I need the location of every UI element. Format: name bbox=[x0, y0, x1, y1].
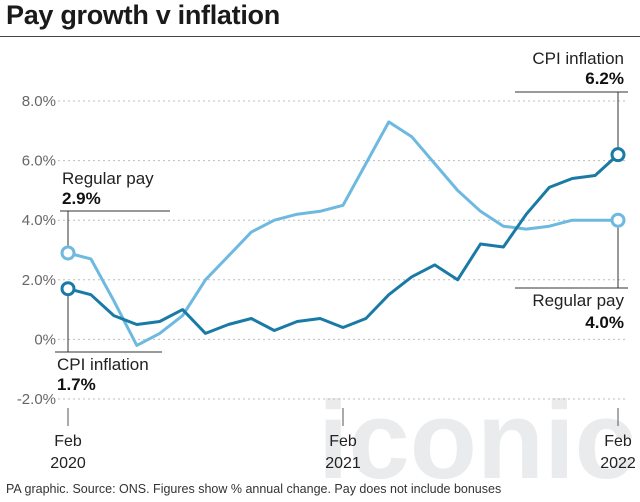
x-tick-label: 2021 bbox=[325, 455, 361, 472]
title-divider bbox=[0, 36, 640, 37]
x-tick-label: 2022 bbox=[600, 455, 636, 472]
line-chart: iconic -2.0% 0% 2.0% 4.0% 6.0% 8.0% Feb 2020 Fe… bbox=[17, 49, 636, 480]
y-tick-label: 2.0% bbox=[22, 272, 56, 289]
pay-start-label: Regular pay bbox=[62, 169, 154, 188]
y-tick-label: 0% bbox=[34, 331, 56, 348]
x-tick-label: Feb bbox=[604, 433, 632, 450]
pay-end-value: 4.0% bbox=[585, 313, 624, 332]
cpi-start-value: 1.7% bbox=[57, 375, 96, 394]
cpi-end-label: CPI inflation bbox=[532, 49, 624, 68]
series-line-cpi-inflation bbox=[67, 153, 620, 335]
series-line-regular-pay bbox=[67, 120, 618, 347]
y-tick-label: -2.0% bbox=[17, 391, 56, 408]
cpi-end-value: 6.2% bbox=[585, 69, 624, 88]
x-tick-label: Feb bbox=[54, 433, 82, 450]
y-tick-label: 8.0% bbox=[22, 93, 56, 110]
source-footnote: PA graphic. Source: ONS. Figures show % … bbox=[6, 482, 502, 496]
series-endpoint-marker bbox=[60, 281, 76, 297]
series-endpoint-marker bbox=[610, 212, 626, 228]
x-tick-label: Feb bbox=[329, 433, 357, 450]
chart-title: Pay growth v inflation bbox=[6, 0, 280, 30]
pay-end-label: Regular pay bbox=[532, 291, 624, 310]
cpi-start-label: CPI inflation bbox=[57, 355, 149, 374]
y-tick-label: 6.0% bbox=[22, 153, 56, 170]
watermark: iconic bbox=[318, 379, 636, 480]
series-endpoint-marker bbox=[60, 245, 76, 261]
y-tick-label: 4.0% bbox=[22, 212, 56, 229]
series-endpoint-marker bbox=[610, 147, 626, 163]
pay-start-value: 2.9% bbox=[62, 189, 101, 208]
x-tick-label: 2020 bbox=[50, 455, 86, 472]
